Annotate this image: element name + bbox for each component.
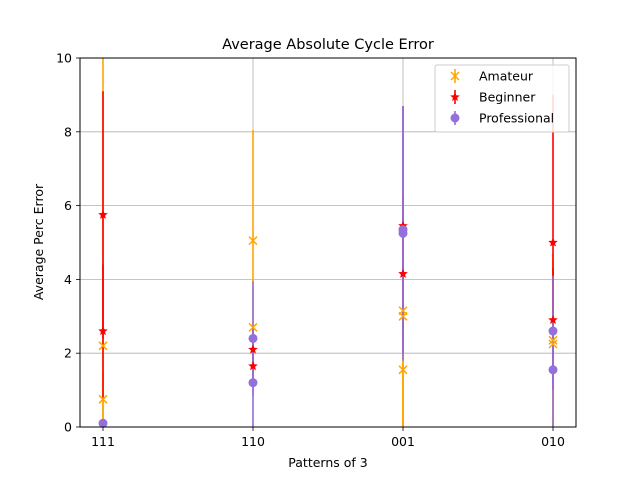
y-tick-label: 10 [56, 51, 72, 66]
data-point-professional [248, 333, 258, 343]
x-tick-label: 010 [541, 434, 565, 449]
y-tick-label: 4 [64, 272, 72, 287]
data-point-beginner [98, 209, 108, 219]
legend-marker-beginner [450, 92, 460, 101]
legend-label-beginner: Beginner [479, 90, 536, 105]
legend: Amateur Beginner Professional [434, 64, 570, 133]
y-tick-label: 6 [64, 198, 72, 213]
legend-box [434, 64, 570, 133]
data-point-amateur [248, 236, 258, 246]
data-point-amateur [398, 365, 408, 375]
x-axis-label: Patterns of 3 [288, 455, 367, 470]
data-point-beginner [548, 315, 558, 324]
data-point-amateur-stroke [548, 339, 558, 349]
data-point-amateur [548, 339, 558, 349]
data-point-professional [548, 365, 558, 375]
data-point-professional [398, 228, 408, 238]
legend-marker-amateur [450, 71, 460, 81]
y-tick-label: 8 [64, 124, 72, 139]
y-tick-label: 2 [64, 346, 72, 361]
legend-marker-professional [450, 113, 460, 123]
x-tick-label: 001 [391, 434, 415, 449]
x-tick-label: 110 [241, 434, 265, 449]
data-point-amateur-stroke [98, 341, 108, 351]
data-point-beginner [398, 268, 408, 278]
data-point-professional [98, 418, 108, 428]
x-tick-label: 111 [91, 434, 115, 449]
data-point-amateur-stroke [248, 236, 258, 246]
data-point-amateur-stroke [98, 394, 108, 404]
data-point-beginner [98, 326, 108, 336]
data-point-amateur-stroke [398, 365, 408, 375]
data-point-amateur-stroke [248, 322, 258, 332]
legend-marker-amateur-stroke [450, 71, 460, 81]
data-point-beginner [548, 237, 558, 247]
data-point-professional [248, 378, 258, 388]
axes-frame [79, 57, 577, 428]
legend-label-professional: Professional [479, 111, 554, 126]
data-point-amateur-stroke [398, 311, 408, 321]
data-point-beginner [248, 344, 258, 354]
y-axis-label: Average Perc Error [31, 183, 46, 300]
data-point-amateur [548, 335, 558, 345]
data-point-professional [548, 326, 558, 336]
data-point-beginner [248, 361, 258, 371]
chart-title: Average Absolute Cycle Error [222, 37, 434, 53]
data-point-amateur-stroke [548, 335, 558, 345]
data-point-amateur [248, 322, 258, 332]
y-tick-label: 0 [64, 420, 72, 435]
data-point-amateur [98, 341, 108, 351]
axis-ticks: 0 2 4 6 8 10 111 110 001 010 [56, 51, 565, 450]
legend-label-amateur: Amateur [479, 69, 534, 84]
data-point-amateur [398, 311, 408, 321]
data-point-amateur [98, 394, 108, 404]
plot-area [98, 58, 558, 428]
